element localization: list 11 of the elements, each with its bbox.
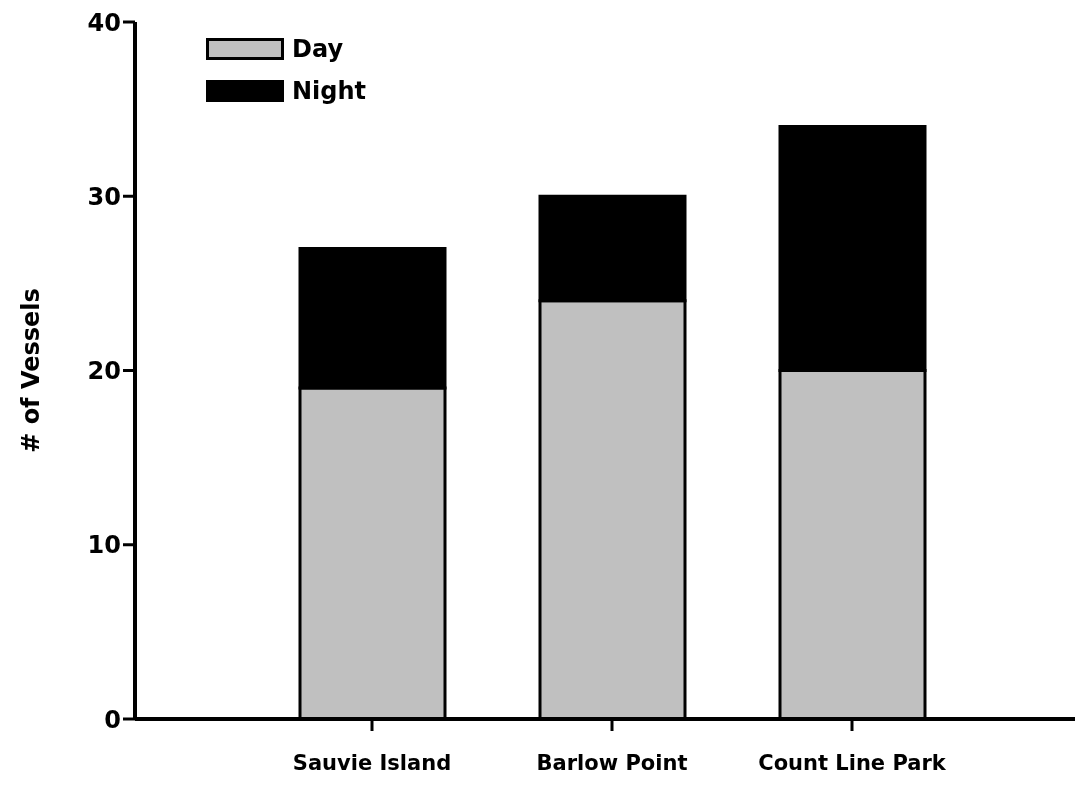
x-tick-label: Sauvie Island: [292, 750, 452, 775]
legend-label: Day: [292, 35, 344, 63]
y-axis-title: # of Vessels: [16, 288, 45, 453]
legend-label: Night: [292, 77, 367, 105]
y-tick-label: 0: [104, 705, 121, 734]
y-tick-label: 30: [87, 182, 121, 211]
x-tick-label: Barlow Point: [536, 750, 688, 775]
y-tick-label: 40: [87, 8, 121, 37]
y-tick-label: 20: [87, 357, 121, 386]
y-tick-label: 10: [87, 531, 121, 560]
x-tick-label: Count Line Park: [758, 750, 947, 775]
